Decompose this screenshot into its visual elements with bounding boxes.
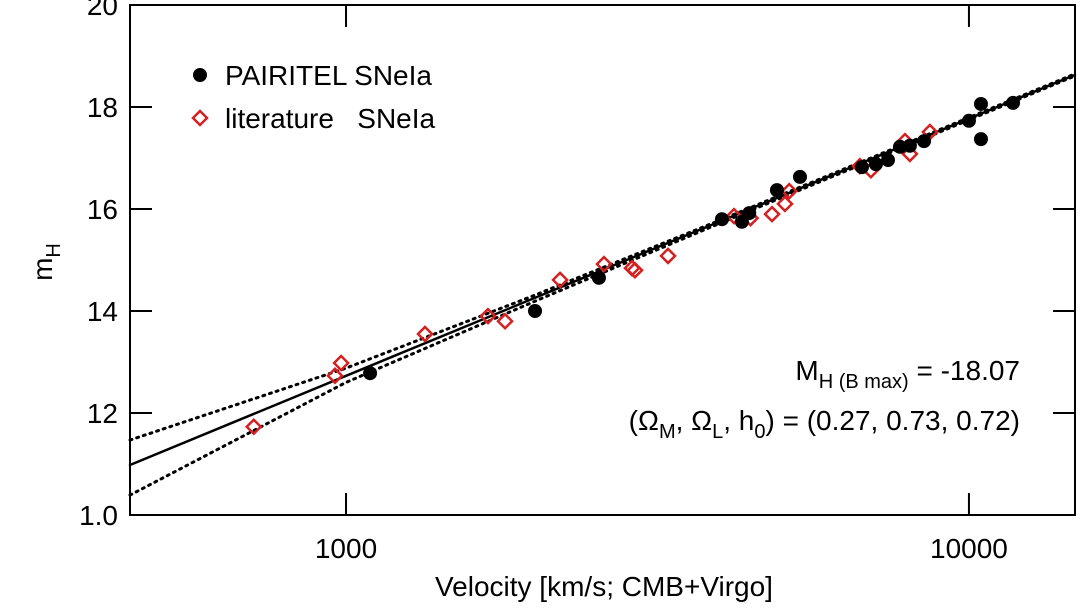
data-point: [551, 271, 569, 289]
data-point: [326, 367, 344, 385]
y-tick-label: 16: [87, 194, 118, 225]
data-point: [363, 366, 378, 381]
data-point: [626, 261, 644, 279]
x-tick-label: 1000: [315, 533, 377, 564]
data-point: [973, 132, 988, 147]
annotation-part: = -18.07: [909, 355, 1020, 386]
data-point: [880, 153, 895, 168]
annotation-part: ) = (0.27, 0.73, 0.72): [766, 405, 1021, 436]
data-point: [496, 312, 514, 330]
annotation-part: H (B max): [819, 371, 909, 393]
data-point: [769, 183, 784, 198]
annotation-part: , h: [723, 405, 754, 436]
fit-line: [128, 72, 1077, 442]
y-tick-label: 1.0: [79, 500, 118, 531]
data-point: [714, 212, 729, 227]
x-tick-label: 10000: [930, 533, 1008, 564]
data-point: [901, 145, 919, 163]
data-point: [1006, 95, 1021, 110]
data-point: [479, 307, 497, 325]
annotation-part: L: [712, 421, 723, 443]
plot-frame: [129, 4, 1076, 516]
y-axis-label: mH: [27, 243, 65, 281]
y-tick-label: 14: [87, 296, 118, 327]
data-point: [659, 247, 677, 265]
y-axis-label-part: H: [43, 243, 65, 257]
legend-marker: [193, 68, 207, 82]
data-point: [854, 160, 869, 175]
data-point: [792, 169, 807, 184]
annotation: (ΩM, ΩL, h0) = (0.27, 0.73, 0.72): [629, 405, 1020, 443]
data-point: [725, 207, 743, 225]
annotation-part: , Ω: [676, 405, 713, 436]
annotation-part: M: [795, 355, 818, 386]
data-point: [961, 113, 976, 128]
data-point: [742, 206, 757, 221]
data-point: [332, 354, 350, 372]
data-point: [902, 138, 917, 153]
annotation-part: (Ω: [629, 405, 659, 436]
data-point: [776, 195, 794, 213]
y-tick-label: 20: [87, 0, 118, 21]
annotation-part: 0: [754, 421, 765, 443]
data-point: [416, 325, 434, 343]
data-point: [595, 255, 613, 273]
annotation-part: M: [659, 421, 676, 443]
data-point: [868, 157, 883, 172]
data-point: [763, 205, 781, 223]
y-tick-label: 18: [87, 92, 118, 123]
data-point: [917, 134, 932, 149]
x-axis-label: Velocity [km/s; CMB+Virgo]: [435, 571, 773, 602]
data-point: [591, 270, 606, 285]
legend-label: PAIRITEL SNeIa: [225, 60, 432, 91]
annotation: MH (B max) = -18.07: [795, 355, 1020, 393]
legend-label: literature SNeIa: [225, 103, 436, 134]
y-axis-label-part: m: [27, 258, 58, 281]
data-point: [244, 418, 263, 436]
data-point: [528, 304, 543, 318]
data-point: [780, 182, 799, 200]
data-point: [973, 96, 988, 111]
legend-marker: [191, 109, 209, 127]
fit-line: [128, 74, 1077, 497]
y-tick-label: 12: [87, 398, 118, 429]
